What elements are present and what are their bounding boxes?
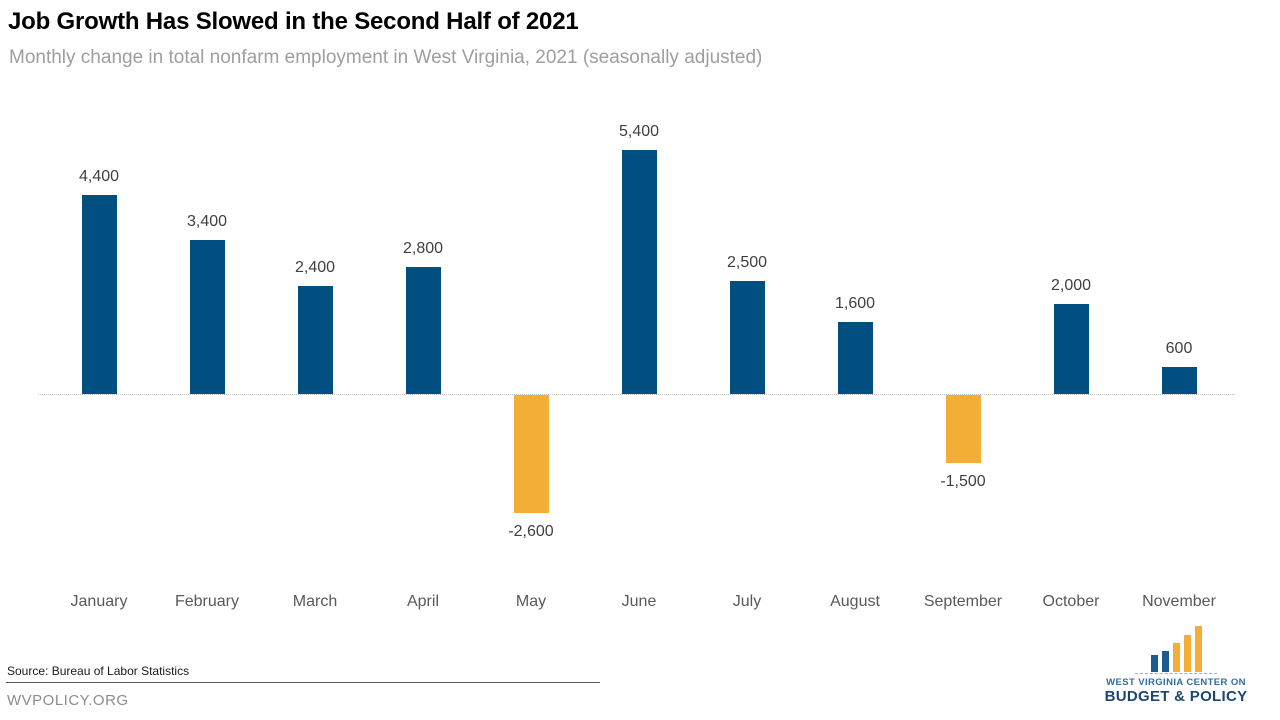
- footer-divider: [6, 682, 600, 683]
- x-tick-june: June: [621, 593, 657, 610]
- value-label-february: 3,400: [186, 213, 228, 230]
- value-label-may: -2,600: [508, 523, 554, 540]
- bar-october: [1054, 304, 1089, 394]
- ascending-bars-logo-icon: [1098, 626, 1254, 672]
- bar-june: [622, 150, 657, 394]
- value-label-september: -1,500: [940, 473, 986, 490]
- x-tick-november: November: [1142, 593, 1216, 610]
- value-label-january: 4,400: [78, 168, 120, 185]
- x-tick-july: July: [732, 593, 762, 610]
- value-label-october: 2,000: [1050, 277, 1092, 294]
- value-label-june: 5,400: [618, 123, 660, 140]
- x-tick-may: May: [515, 593, 547, 610]
- chart-title: Job Growth Has Slowed in the Second Half…: [8, 8, 579, 35]
- chart-subtitle: Monthly change in total nonfarm employme…: [9, 47, 763, 68]
- source-label: Source: Bureau of Labor Statistics: [7, 664, 190, 678]
- bar-march: [298, 286, 333, 394]
- logo-bar-5: [1194, 626, 1202, 672]
- value-label-march: 2,400: [294, 259, 336, 276]
- x-tick-september: September: [923, 593, 1003, 610]
- bar-september: [946, 395, 981, 463]
- x-tick-october: October: [1042, 593, 1100, 610]
- bar-may: [514, 395, 549, 513]
- zero-axis-line: [38, 394, 1235, 395]
- x-tick-august: August: [830, 593, 880, 610]
- bar-november: [1162, 367, 1197, 394]
- bar-april: [406, 267, 441, 394]
- value-label-november: 600: [1165, 340, 1193, 357]
- value-label-april: 2,800: [402, 240, 444, 257]
- x-tick-january: January: [70, 593, 128, 610]
- value-label-july: 2,500: [726, 254, 768, 271]
- x-tick-april: April: [406, 593, 439, 610]
- logo-bar-1: [1150, 655, 1158, 672]
- bar-july: [730, 281, 765, 394]
- logo-bar-4: [1183, 635, 1191, 672]
- x-tick-march: March: [292, 593, 338, 610]
- bar-january: [82, 195, 117, 394]
- logo-bar-3: [1172, 643, 1180, 672]
- logo-org-name-line1: WEST VIRGINIA CENTER ON: [1106, 677, 1246, 688]
- bar-february: [190, 240, 225, 394]
- logo-baseline-dashes: [1135, 673, 1217, 674]
- website-label: WVPOLICY.ORG: [7, 692, 129, 709]
- wvcbp-logo: WEST VIRGINIA CENTER ON BUDGET & POLICY: [1098, 626, 1254, 705]
- value-label-august: 1,600: [834, 295, 876, 312]
- logo-org-name-line2: BUDGET & POLICY: [1104, 688, 1248, 705]
- logo-bar-2: [1161, 651, 1169, 672]
- x-tick-february: February: [174, 593, 240, 610]
- bar-august: [838, 322, 873, 394]
